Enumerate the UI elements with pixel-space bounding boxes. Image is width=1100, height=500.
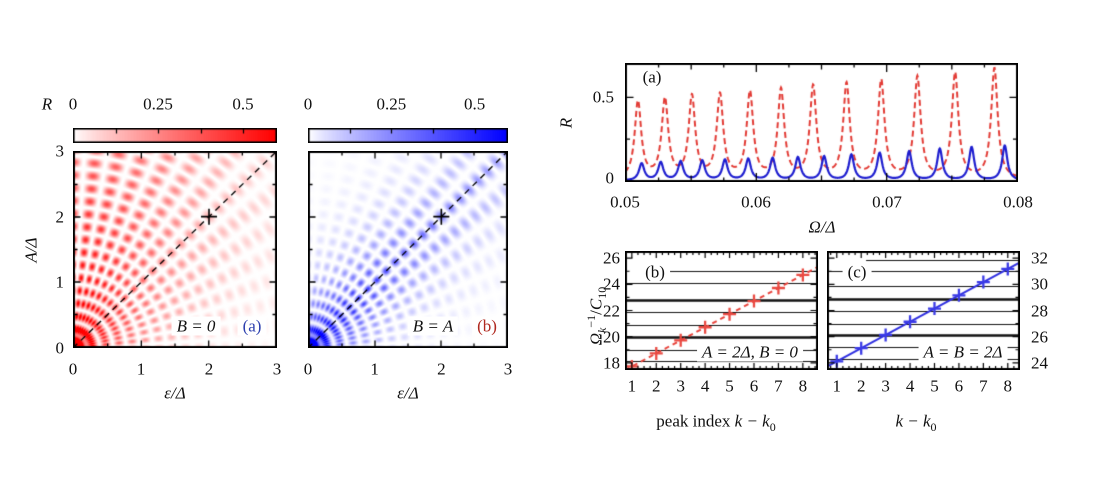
heatmap_b-x-tick-label: 1 — [370, 359, 379, 379]
fit_b-x-tick-label: 3 — [676, 376, 685, 396]
fit-c-panel-letter: (c) — [842, 262, 872, 282]
fit_c-x-tick-label: 3 — [881, 376, 890, 396]
fit_c-x-tick-label: 2 — [856, 376, 866, 396]
heatmap_a-y-tick-label: 3 — [55, 141, 65, 161]
heatmap_a-y-tick-label: 2 — [55, 207, 65, 227]
fit_c-x-tick-label: 7 — [979, 376, 988, 396]
fit-c-x-title-sub: 0 — [930, 419, 937, 434]
fit_c-y-tick-label: 28 — [1031, 301, 1048, 320]
spectrum-x-tick-label: 0.06 — [741, 192, 771, 212]
heatmap-y-axis-title: A/Δ — [21, 237, 41, 263]
colorbar-tick-label: 0.25 — [143, 94, 173, 114]
fit-b-x-title-sub: 0 — [769, 419, 776, 434]
fit_b-x-tick-label: 5 — [725, 376, 734, 396]
spectrum-y-tick-label: 0.5 — [592, 87, 614, 107]
fit-b-x-title-prefix: peak index — [656, 411, 735, 431]
spectrum-y-tick-label: 0 — [605, 168, 615, 188]
fit_b-x-tick-label: 1 — [627, 376, 637, 396]
spectrum-x-axis-title: Ω/Δ — [808, 217, 836, 237]
fit-c-x-axis-title: k − k0 — [895, 411, 936, 433]
fit_c-x-tick-label: 5 — [930, 376, 939, 396]
colorbar-tick-label: 0 — [68, 94, 78, 114]
fit-c-annotation: A = B = 2Δ — [918, 342, 1008, 362]
heatmap_b-x-tick-label: 3 — [503, 359, 513, 379]
fit_c-y-tick-label: 26 — [1031, 327, 1048, 347]
colorbar-tick-label: 0.25 — [376, 94, 407, 114]
colorbar-r-label: R — [41, 94, 53, 114]
heatmap_a-x-tick-label: 0 — [68, 359, 78, 379]
fit_b-x-tick-label: 2 — [652, 376, 661, 396]
heatmap_a-x-tick-label: 2 — [204, 359, 214, 379]
heatmap-b-panel-letter: (b) — [472, 316, 502, 336]
fit-c-x-title-expr: k − k — [895, 411, 931, 431]
spectrum-x-tick-label: 0.07 — [872, 192, 902, 212]
fit_c-y-tick-label: 30 — [1031, 274, 1048, 294]
colorbar-tick-label: 0 — [303, 94, 313, 114]
colorbar-tick-label: 0.5 — [464, 94, 486, 114]
fit_c-x-tick-label: 4 — [905, 376, 915, 396]
fit_c-x-tick-label: 6 — [954, 376, 964, 396]
fit_b-y-tick-label: 22 — [603, 301, 620, 320]
fit_c-y-tick-label: 32 — [1031, 248, 1048, 268]
fit-b-annotation: A = 2Δ, B = 0 — [697, 342, 803, 362]
fit_c-x-tick-label: 1 — [832, 376, 842, 396]
fit-y-axis-title: Ωk−1/C10 — [584, 287, 609, 345]
colorbar-red — [73, 128, 277, 143]
fit_b-x-tick-label: 6 — [749, 376, 759, 396]
spectrum-y-axis-title: R — [556, 117, 576, 129]
heatmap-a-annotation: B = 0 — [171, 316, 221, 336]
spectrum-panel-letter: (a) — [642, 67, 662, 87]
heatmap-a-panel-letter: (a) — [237, 316, 267, 336]
heatmap-a-x-axis-title: ε/Δ — [164, 383, 186, 403]
heatmap-b-x-axis-title: ε/Δ — [397, 383, 419, 403]
heatmap_b-x-tick-label: 0 — [303, 359, 313, 379]
colorbar-tick-label: 0.5 — [232, 94, 254, 114]
spectrum-x-tick-label: 0.08 — [1003, 192, 1033, 212]
fit_b-x-tick-label: 7 — [774, 376, 783, 396]
heatmap_a-x-tick-label: 3 — [272, 359, 282, 379]
fit_b-x-tick-label: 8 — [798, 376, 808, 396]
fit_b-y-tick-label: 26 — [603, 248, 620, 268]
fit-b-x-title-expr: k − k — [734, 411, 770, 431]
heatmap_a-y-tick-label: 0 — [55, 338, 65, 358]
fit_c-y-tick-label: 24 — [1031, 353, 1048, 373]
heatmap_a-y-tick-label: 1 — [55, 272, 65, 292]
spectrum-plot — [625, 63, 1018, 182]
fit_b-y-tick-label: 20 — [603, 327, 620, 347]
fit-b-panel-letter: (b) — [640, 262, 670, 282]
fit_b-x-tick-label: 4 — [700, 376, 710, 396]
spectrum-x-tick-label: 0.05 — [610, 192, 640, 212]
fit-y-title-sup: −1 — [583, 314, 598, 328]
heatmap-a-plot — [73, 151, 277, 348]
fit_c-x-tick-label: 8 — [1003, 376, 1013, 396]
colorbar-blue — [308, 128, 508, 143]
fit_b-y-tick-label: 24 — [603, 274, 620, 294]
fit_b-y-tick-label: 18 — [603, 353, 620, 373]
heatmap_b-x-tick-label: 2 — [437, 359, 446, 379]
heatmap_a-x-tick-label: 1 — [136, 359, 146, 379]
fit-b-x-axis-title: peak index k − k0 — [656, 411, 775, 433]
heatmap-b-annotation: B = A — [407, 316, 459, 336]
heatmap-b-plot — [308, 151, 508, 348]
